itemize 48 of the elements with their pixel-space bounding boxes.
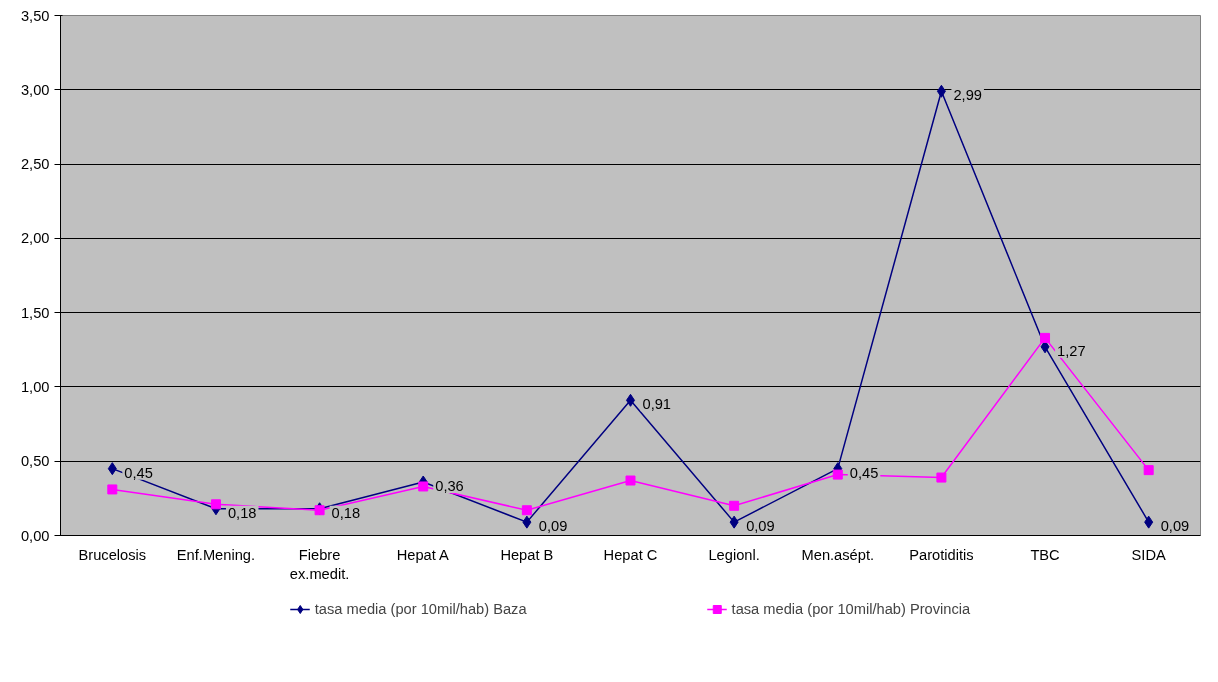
x-tick-label: Fiebre ex.medit. [289, 546, 350, 582]
point [832, 469, 843, 480]
data-label: 0,18 [227, 504, 257, 521]
data-label: 0,36 [435, 478, 464, 495]
x-tick-label: Legionl. [708, 546, 760, 563]
point [729, 500, 740, 511]
y-tick-label: 1,00 [20, 378, 50, 395]
data-label: 0,09 [1160, 518, 1190, 535]
point [210, 499, 221, 510]
y-tick-label: 3,00 [20, 81, 50, 98]
x-tick-label: Brucelosis [78, 546, 147, 563]
y-tick-label: 0,00 [20, 527, 50, 544]
data-label: 1,27 [1057, 342, 1086, 359]
legend-label: tasa media (por 10mil/hab) Baza [314, 601, 527, 617]
y-tick-label: 2,50 [20, 156, 50, 173]
point [521, 505, 532, 516]
y-tick-label: 1,50 [20, 304, 50, 321]
x-tick-label: Hepat B [500, 546, 554, 563]
x-tick-label: Hepat A [396, 546, 450, 563]
data-label: 0,45 [849, 464, 879, 481]
data-label: 0,18 [331, 504, 361, 521]
point [1144, 515, 1154, 529]
x-tick-label: Men.asépt. [801, 546, 875, 563]
x-tick-label: Enf.Mening. [176, 546, 256, 563]
point [1040, 340, 1050, 354]
point [1040, 332, 1051, 343]
point [522, 515, 532, 529]
x-tick-label: Parotiditis [909, 546, 974, 563]
point [936, 84, 946, 98]
y-tick-label: 2,00 [20, 230, 50, 247]
point [418, 481, 429, 492]
x-tick-label: SIDA [1131, 546, 1167, 563]
point [729, 515, 739, 529]
data-label: 0,09 [746, 518, 775, 535]
data-label: 0,09 [538, 518, 568, 535]
point [107, 462, 117, 476]
data-label: 0,91 [642, 396, 672, 413]
point [1143, 465, 1154, 476]
x-tick-label: Hepat C [603, 546, 658, 563]
point [936, 472, 947, 483]
y-tick-label: 0,50 [20, 453, 50, 470]
data-label: 2,99 [953, 87, 982, 104]
x-tick-label: TBC [1030, 546, 1061, 563]
legend-label: tasa media (por 10mil/hab) Provincia [731, 601, 971, 617]
y-tick-label: 3,50 [20, 7, 50, 24]
data-label: 0,45 [124, 464, 153, 481]
point [625, 475, 636, 486]
point [107, 484, 118, 495]
